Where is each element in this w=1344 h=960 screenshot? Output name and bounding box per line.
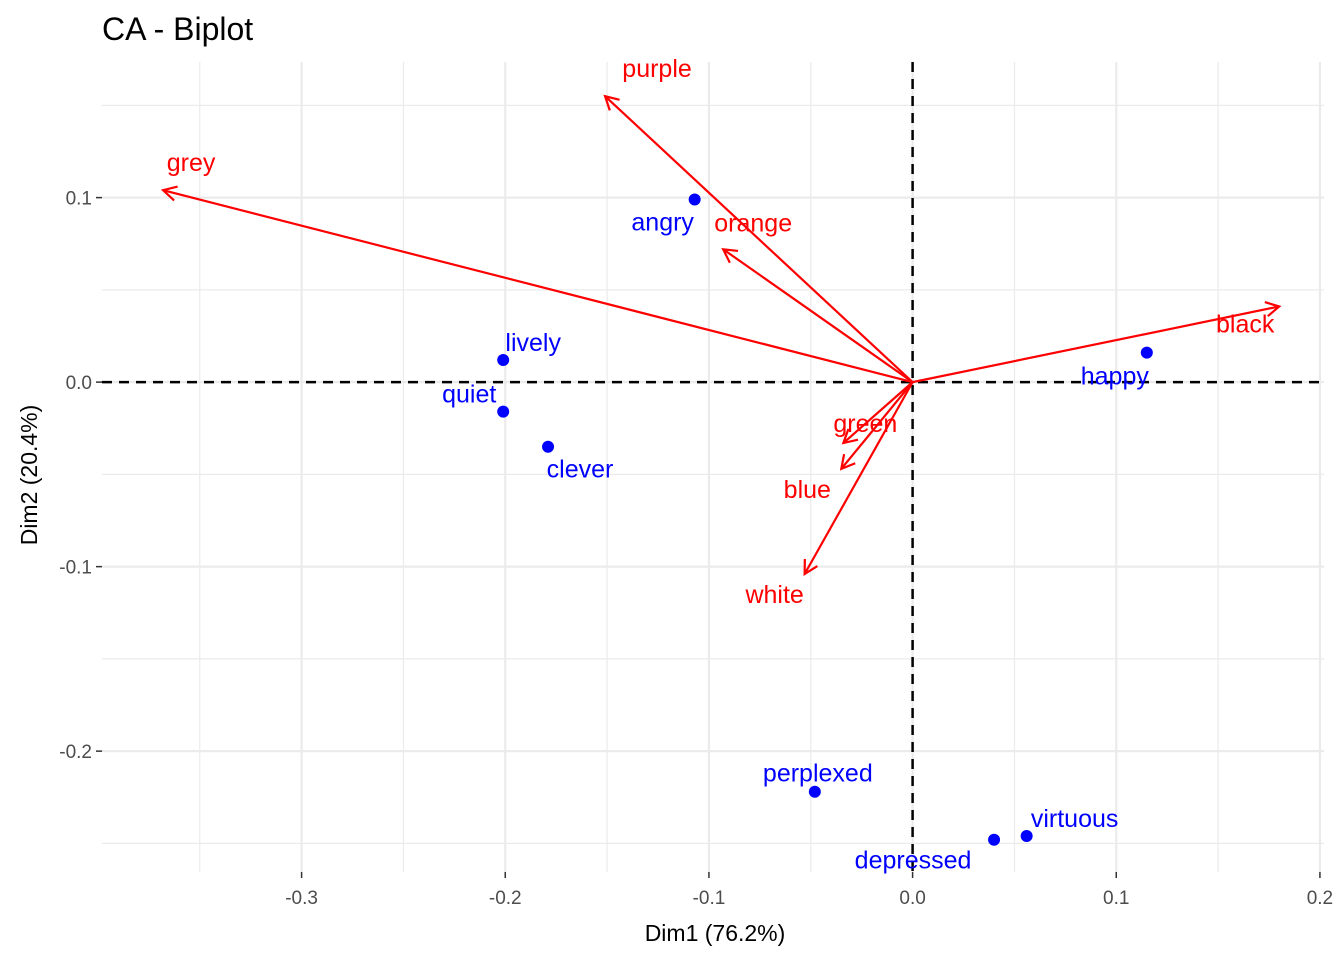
row-point-depressed [988, 833, 1001, 846]
grid-lines [102, 62, 1324, 872]
x-tick-label: 0.2 [1307, 888, 1333, 909]
row-point-clever [542, 440, 555, 453]
y-tick-label: 0.0 [66, 373, 92, 394]
arrowhead-grey [160, 185, 178, 202]
arrow-black [912, 305, 1280, 384]
arrowhead-orange [721, 247, 739, 264]
arrowhead-white [803, 559, 818, 577]
row-point-happy [1140, 346, 1153, 359]
arrow-grey [162, 189, 913, 384]
x-tick-label: -0.2 [489, 888, 522, 909]
arrowhead-blue [839, 453, 856, 471]
x-tick-label: -0.1 [693, 888, 726, 909]
row-point-virtuous [1020, 830, 1033, 843]
point-labels: purple grey orange black green blue white angry… [167, 55, 1275, 875]
column-label-green: green [833, 410, 897, 438]
y-axis-title: Dim2 (20.4%) [16, 405, 42, 546]
arrowhead-black [1264, 301, 1282, 318]
arrow-white [803, 381, 914, 575]
arrowhead-purple [603, 94, 620, 111]
x-tick-label: -0.3 [285, 888, 318, 909]
row-label-depressed: depressed [855, 847, 972, 875]
arrow-orange [722, 248, 914, 384]
row-label-virtuous: virtuous [1031, 805, 1119, 833]
x-tick-label: 0.0 [899, 888, 925, 909]
arrowhead-green [841, 428, 859, 445]
row-point-quiet [497, 405, 510, 418]
y-tick-label: 0.1 [66, 189, 92, 210]
row-label-happy: happy [1081, 363, 1150, 391]
y-axis: -0.2 -0.1 0.0 0.1 [59, 189, 102, 763]
column-label-grey: grey [167, 149, 216, 177]
column-label-white: white [744, 581, 803, 609]
row-label-quiet: quiet [442, 381, 496, 409]
arrow-green [842, 381, 914, 444]
row-label-lively: lively [505, 329, 561, 357]
row-point-angry [688, 193, 701, 206]
row-label-clever: clever [547, 456, 614, 484]
column-label-black: black [1216, 310, 1275, 338]
row-point-lively [497, 353, 510, 366]
row-point-perplexed [808, 785, 821, 798]
y-tick-label: -0.2 [59, 742, 92, 763]
row-label-angry: angry [631, 208, 694, 236]
arrow-blue [840, 381, 914, 470]
column-label-orange: orange [714, 209, 792, 237]
chart-title: CA - Biplot [102, 11, 253, 47]
x-axis-title: Dim1 (76.2%) [645, 920, 786, 946]
column-arrows [160, 94, 1282, 577]
x-axis: -0.3 -0.2 -0.1 0.0 0.1 0.2 [285, 872, 1333, 909]
arrow-purple [604, 95, 914, 383]
x-tick-label: 0.1 [1103, 888, 1129, 909]
row-label-perplexed: perplexed [763, 760, 873, 788]
column-label-purple: purple [622, 55, 692, 83]
y-tick-label: -0.1 [59, 558, 92, 579]
column-label-blue: blue [784, 476, 831, 504]
row-points [497, 193, 1153, 846]
